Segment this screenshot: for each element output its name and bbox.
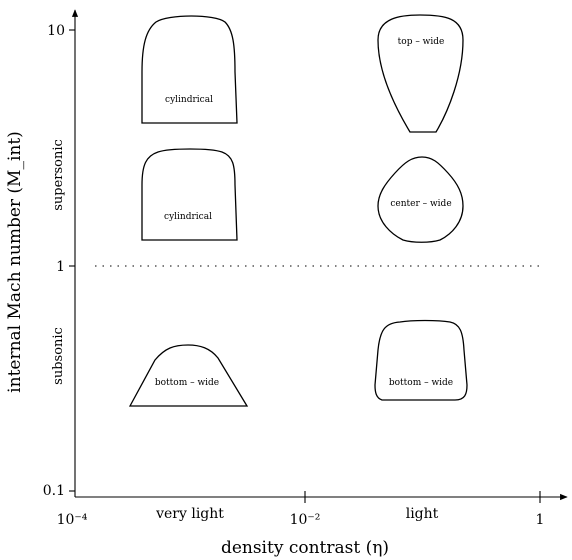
- x-axis-title: density contrast (η): [221, 538, 389, 558]
- x-category-very-light: very light: [155, 506, 224, 522]
- shape-cylindrical-lower: [141, 148, 238, 241]
- regime-subsonic: subsonic: [51, 327, 66, 385]
- shape-label-top-wide: top – wide: [398, 37, 445, 47]
- x-tick-label-1: 1: [536, 512, 545, 528]
- shape-top-wide: [377, 14, 464, 133]
- shape-label-bottom-wide-right: bottom – wide: [389, 378, 453, 388]
- shape-cylindrical-upper: [141, 15, 238, 124]
- shape-center-wide: [377, 156, 464, 243]
- shape-bottom-wide-left: [128, 344, 249, 407]
- shape-label-cylindrical-upper: cylindrical: [165, 95, 213, 105]
- x-category-light: light: [406, 506, 439, 522]
- y-axis-title: internal Mach number (M_int): [5, 131, 25, 393]
- y-tick-label-10: 10: [47, 23, 65, 39]
- x-tick-label-1e-2: 10⁻²: [290, 512, 321, 528]
- regime-supersonic: supersonic: [51, 139, 66, 211]
- y-tick-label-0.1: 0.1: [43, 483, 65, 499]
- shape-label-center-wide: center – wide: [390, 199, 451, 209]
- shape-bottom-wide-right: [374, 319, 468, 401]
- x-tick-label-1e-4: 10⁻⁴: [57, 512, 88, 528]
- shape-label-cylindrical-lower: cylindrical: [164, 212, 212, 222]
- y-tick-label-1: 1: [56, 259, 65, 275]
- shape-label-bottom-wide-left: bottom – wide: [155, 378, 219, 388]
